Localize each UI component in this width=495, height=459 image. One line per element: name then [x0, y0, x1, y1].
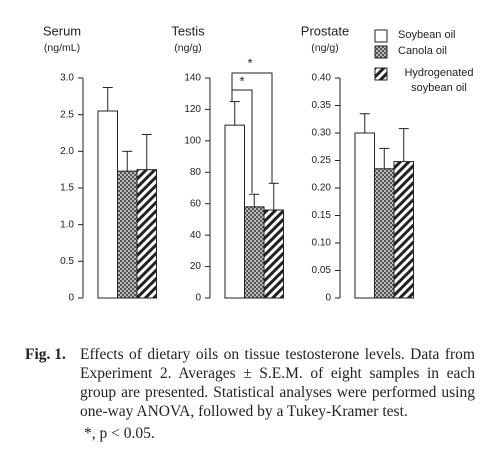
bar: [244, 206, 265, 299]
y-tick-label: 140: [184, 73, 201, 84]
caption-note: *, p < 0.05.: [84, 425, 155, 442]
y-tick-label: 0: [195, 293, 201, 304]
legend-swatch: [374, 29, 388, 43]
legend-label: Soybean oil: [398, 29, 456, 41]
legend-label: Hydrogenated soybean oil: [404, 67, 474, 94]
bar: [136, 169, 157, 299]
caption-text: Effects of dietary oils on tissue testos…: [80, 346, 475, 420]
panel-title: Serum: [43, 23, 81, 38]
significance-star: *: [239, 73, 244, 88]
y-tick-label: 120: [184, 104, 201, 115]
y-tick-label: 0: [68, 293, 74, 304]
y-tick-label: 0.15: [312, 210, 332, 221]
y-tick-label: 100: [184, 135, 201, 146]
legend-label: Canola oil: [398, 45, 447, 57]
legend-swatch: [374, 67, 388, 81]
bar: [117, 170, 138, 299]
bar: [97, 110, 118, 299]
bar: [354, 132, 375, 299]
y-tick-label: 2.0: [60, 146, 74, 157]
significance-star: *: [247, 55, 252, 70]
y-tick-label: 20: [190, 261, 202, 272]
significance-brackets: [231, 72, 273, 193]
y-tick-label: 0.20: [312, 183, 332, 194]
y-tick-label: 3.0: [60, 73, 74, 84]
y-tick-label: 0.40: [312, 73, 332, 84]
y-tick-label: 0.10: [312, 238, 332, 249]
y-tick-label: 2.5: [60, 109, 74, 120]
y-tick-label: 1.5: [60, 183, 74, 194]
y-tick-label: 0.5: [60, 256, 74, 267]
panel-unit: (ng/mL): [44, 42, 80, 54]
chart: Serum (ng/mL) 0 0.5 1.0 1.5 2.0 2.5 3.0 Testis (ng…: [43, 23, 414, 304]
y-tick-label: 0.25: [312, 155, 332, 166]
caption-label: Fig. 1.: [25, 346, 66, 363]
panel-unit: (ng/g): [174, 42, 201, 54]
panel-title: Testis: [171, 23, 205, 38]
panel-title: Prostate: [301, 23, 349, 38]
y-tick-label: 40: [190, 230, 202, 241]
y-tick-label: 0.30: [312, 128, 332, 139]
y-tick-label: 60: [190, 198, 202, 209]
y-tick-label: 0.35: [312, 100, 332, 111]
bar: [263, 209, 284, 299]
y-tick-label: 1.0: [60, 219, 74, 230]
y-tick-label: 0: [325, 293, 331, 304]
y-tick-label: 0.05: [312, 265, 332, 276]
bar: [224, 124, 245, 299]
bar: [374, 168, 395, 299]
legend-swatch: [374, 45, 388, 59]
bar: [393, 161, 414, 299]
y-tick-label: 80: [190, 167, 202, 178]
panel-unit: (ng/g): [311, 42, 338, 54]
